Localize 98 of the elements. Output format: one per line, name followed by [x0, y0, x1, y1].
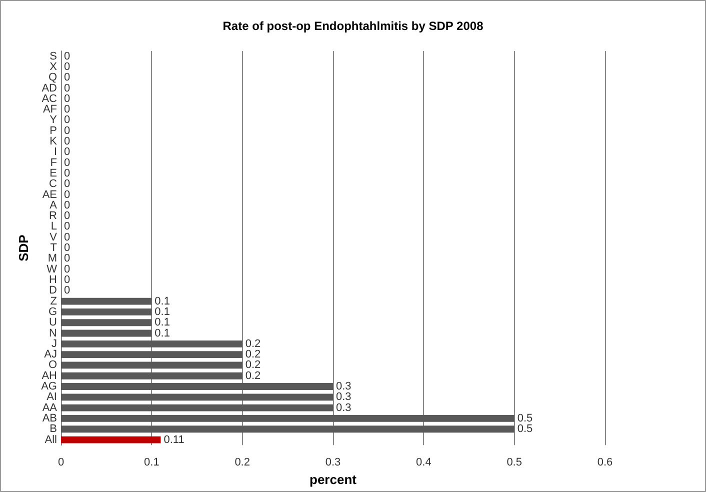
- y-tick-label: AB: [42, 412, 57, 424]
- data-label: 0: [64, 242, 70, 254]
- y-tick-label: AI: [46, 391, 57, 404]
- data-label: 0: [64, 146, 70, 158]
- bar: [61, 308, 152, 316]
- y-tick-label: AJ: [44, 348, 57, 361]
- y-tick-label: H: [49, 274, 58, 286]
- bar: [61, 298, 152, 305]
- y-tick-label: W: [46, 263, 58, 276]
- y-tick-label: O: [48, 359, 58, 372]
- x-axis-title: percent: [310, 472, 358, 487]
- data-label: 0: [64, 284, 70, 297]
- data-label: 0: [64, 72, 70, 84]
- y-tick-label: M: [48, 252, 57, 265]
- bar: [61, 383, 333, 390]
- y-tick-label: A: [50, 199, 58, 212]
- data-label: 0: [64, 104, 70, 116]
- data-label: 0: [64, 231, 70, 244]
- y-tick-label: K: [50, 136, 58, 148]
- y-tick-label: All: [44, 434, 57, 446]
- y-tick-label: J: [52, 338, 57, 350]
- y-tick-label: N: [49, 327, 58, 340]
- x-tick-label: 0.1: [144, 456, 160, 469]
- y-tick-label: P: [50, 124, 57, 137]
- data-label: 0.1: [154, 327, 170, 340]
- y-tick-label: R: [49, 210, 58, 222]
- data-label: 0.3: [336, 380, 352, 393]
- data-label: 0: [64, 210, 70, 222]
- y-tick-label: F: [50, 156, 58, 169]
- data-label: 0.2: [245, 338, 261, 350]
- bar: [61, 362, 242, 369]
- data-label: 0.2: [245, 348, 261, 361]
- y-tick-label: B: [50, 423, 57, 436]
- data-label: 0: [64, 188, 70, 201]
- bar: [61, 340, 242, 348]
- bar: [61, 351, 242, 358]
- data-label: 0: [64, 50, 70, 62]
- data-label: 0.11: [164, 434, 184, 446]
- y-tick-label: Y: [50, 114, 58, 126]
- y-tick-label: AA: [42, 402, 58, 414]
- y-tick-label: AH: [42, 370, 58, 382]
- data-label: 0.5: [517, 423, 533, 436]
- data-label: 0: [64, 199, 70, 212]
- data-label: 0: [64, 136, 70, 148]
- data-label: 0.1: [154, 306, 170, 318]
- y-tick-label: AF: [42, 104, 58, 116]
- data-label: 0.1: [154, 295, 170, 308]
- data-label: 0: [64, 60, 70, 73]
- y-tick-label: G: [48, 306, 57, 318]
- bar: [61, 394, 333, 401]
- x-tick-label: 0.5: [506, 456, 522, 469]
- chart-title: Rate of post-op Endophtahlmitis by SDP 2008: [222, 19, 484, 33]
- x-tick-label: 0.3: [325, 456, 341, 469]
- y-tick-label: U: [49, 316, 58, 329]
- data-label: 0: [64, 156, 70, 169]
- x-tick-label: 0.2: [234, 456, 250, 469]
- data-label: 0: [64, 114, 70, 126]
- data-label: 0: [64, 220, 70, 233]
- data-label: 0: [64, 82, 70, 94]
- data-label: 0: [64, 92, 70, 105]
- x-tick-label: 0.4: [416, 456, 432, 469]
- bar: [61, 319, 152, 326]
- data-label: 0.2: [245, 370, 261, 382]
- data-label: 0: [64, 274, 70, 286]
- bar: [61, 426, 514, 433]
- y-tick-label: X: [50, 60, 58, 73]
- bar: [61, 415, 514, 422]
- bar: [61, 404, 333, 412]
- y-tick-label: S: [50, 50, 57, 62]
- data-label: 0: [64, 167, 70, 180]
- y-tick-label: Q: [48, 72, 58, 84]
- y-tick-label: AG: [41, 380, 57, 393]
- data-label: 0.3: [336, 402, 352, 414]
- y-axis-title: SDP: [16, 234, 32, 262]
- data-label: 0: [64, 263, 70, 276]
- data-label: 0: [64, 124, 70, 137]
- data-label: 0: [64, 178, 70, 190]
- bar: [61, 330, 152, 337]
- data-label: 0.2: [245, 359, 261, 372]
- y-tick-label: D: [49, 284, 58, 297]
- bar: [61, 436, 161, 444]
- y-tick-label: V: [50, 231, 58, 244]
- y-tick-label: E: [50, 167, 57, 180]
- x-tick-label: 0.6: [597, 456, 613, 469]
- data-label: 0.1: [154, 316, 170, 329]
- bar: [61, 372, 242, 380]
- y-tick-label: I: [54, 146, 57, 158]
- y-tick-label: Z: [50, 295, 58, 308]
- x-tick-label: 0: [58, 456, 64, 469]
- data-label: 0.3: [336, 391, 352, 404]
- data-label: 0.5: [517, 412, 533, 424]
- y-tick-label: C: [49, 178, 58, 190]
- y-tick-label: AD: [42, 82, 58, 94]
- y-tick-label: AC: [42, 92, 58, 105]
- data-label: 0: [64, 252, 70, 265]
- y-tick-label: T: [50, 242, 58, 254]
- y-tick-label: AE: [42, 188, 57, 201]
- y-tick-label: L: [50, 220, 57, 233]
